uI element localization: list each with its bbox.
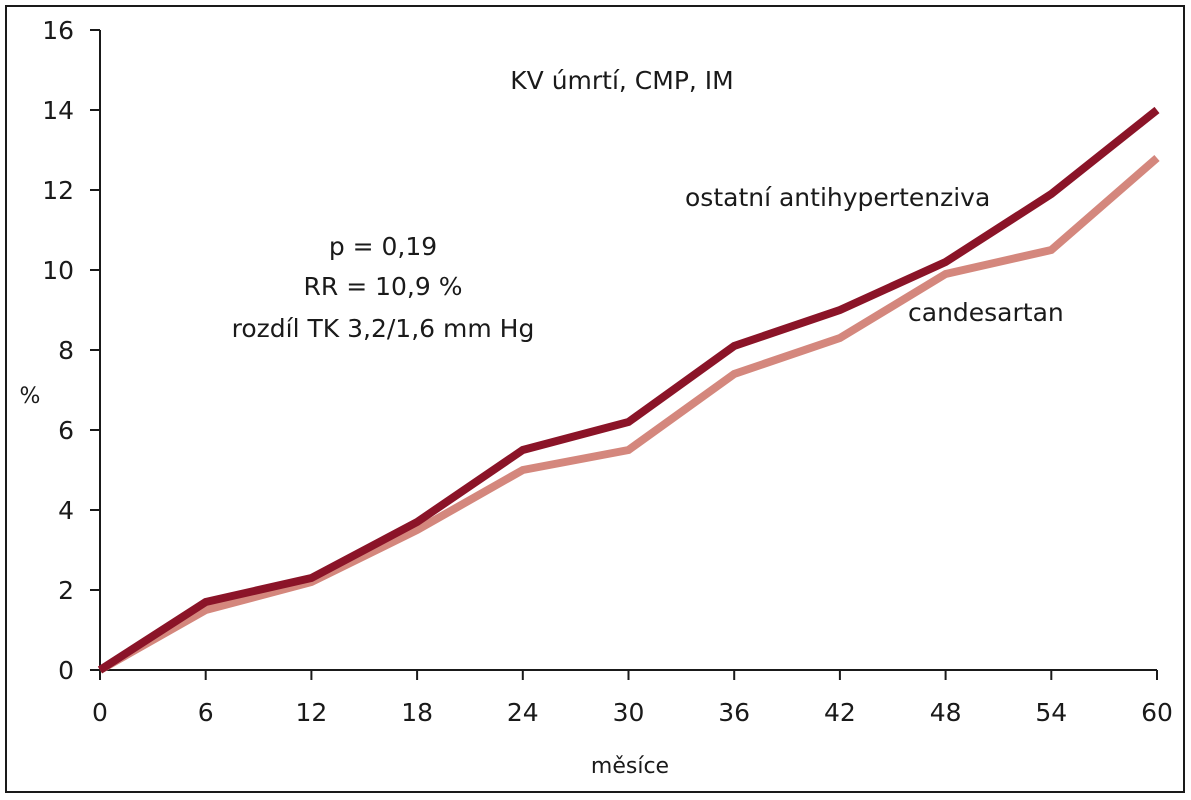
x-tick-label: 24 [507, 698, 539, 727]
y-tick-label: 16 [42, 16, 74, 45]
x-tick-label: 54 [1035, 698, 1067, 727]
y-tick-label: 8 [58, 336, 74, 365]
x-tick-label: 30 [613, 698, 645, 727]
x-tick-label: 18 [401, 698, 433, 727]
x-tick-label: 36 [718, 698, 750, 727]
x-ticks: 0 6 12 18 24 30 36 42 48 54 60 [92, 670, 1173, 727]
x-tick-label: 42 [824, 698, 856, 727]
x-tick-label: 60 [1141, 698, 1173, 727]
series-label-ostatni-antihypertenziva: ostatní antihypertenziva [685, 183, 990, 212]
y-ticks: 0 2 4 6 8 10 12 14 16 [42, 16, 100, 685]
y-tick-label: 14 [42, 96, 74, 125]
chart-frame [5, 5, 1185, 793]
axes [99, 30, 1157, 671]
y-tick-label: 4 [58, 496, 74, 525]
annotation-p-value: p = 0,19 [329, 232, 437, 261]
series-line-candesartan [98, 154, 1160, 674]
x-tick-label: 6 [198, 698, 214, 727]
series-label-candesartan: candesartan [908, 298, 1064, 327]
y-tick-label: 12 [42, 176, 74, 205]
x-tick-label: 48 [930, 698, 962, 727]
annotation-bp-difference: rozdíl TK 3,2/1,6 mm Hg [232, 314, 535, 343]
y-tick-label: 0 [58, 656, 74, 685]
x-tick-label: 12 [295, 698, 327, 727]
y-tick-label: 2 [58, 576, 74, 605]
series-lines [97, 106, 1160, 674]
series-line-ostatni-antihypertenziva [97, 106, 1160, 674]
chart-title: KV úmrtí, CMP, IM [510, 66, 734, 95]
x-tick-label: 0 [92, 698, 108, 727]
x-axis-label: měsíce [591, 754, 669, 779]
y-tick-label: 6 [58, 416, 74, 445]
annotation-rr: RR = 10,9 % [304, 272, 463, 301]
y-tick-label: 10 [42, 256, 74, 285]
y-axis-label: % [20, 384, 41, 409]
